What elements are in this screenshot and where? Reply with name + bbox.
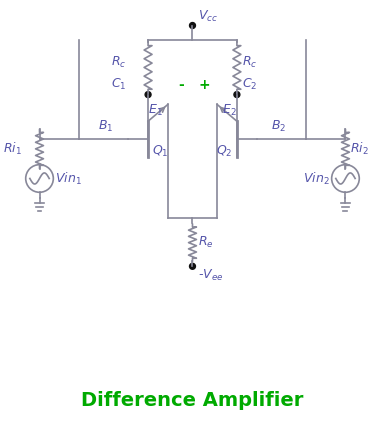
Text: R$_c$: R$_c$ xyxy=(111,55,127,70)
Circle shape xyxy=(190,23,195,28)
Text: Ri$_2$: Ri$_2$ xyxy=(350,141,369,157)
Text: -: - xyxy=(178,77,184,92)
Text: R$_e$: R$_e$ xyxy=(198,235,214,250)
Text: E$_2$: E$_2$ xyxy=(222,102,237,118)
Circle shape xyxy=(145,92,151,98)
Text: E$_1$: E$_1$ xyxy=(148,102,163,118)
Text: B$_1$: B$_1$ xyxy=(98,119,114,134)
Text: Vin$_2$: Vin$_2$ xyxy=(303,170,330,187)
Circle shape xyxy=(234,92,240,98)
Circle shape xyxy=(190,263,195,269)
Text: V$_{cc}$: V$_{cc}$ xyxy=(198,9,218,24)
Text: B$_2$: B$_2$ xyxy=(271,119,287,134)
Text: Ri$_1$: Ri$_1$ xyxy=(3,141,22,157)
Text: -V$_{ee}$: -V$_{ee}$ xyxy=(198,268,224,283)
Text: Vin$_1$: Vin$_1$ xyxy=(55,170,82,187)
Text: C$_1$: C$_1$ xyxy=(111,77,127,92)
Text: +: + xyxy=(198,77,210,92)
Text: Difference Amplifier: Difference Amplifier xyxy=(81,391,304,410)
Text: R$_c$: R$_c$ xyxy=(242,55,257,70)
Text: Q$_2$: Q$_2$ xyxy=(216,144,233,159)
Text: C$_2$: C$_2$ xyxy=(242,77,257,92)
Text: Q$_1$: Q$_1$ xyxy=(152,144,169,159)
